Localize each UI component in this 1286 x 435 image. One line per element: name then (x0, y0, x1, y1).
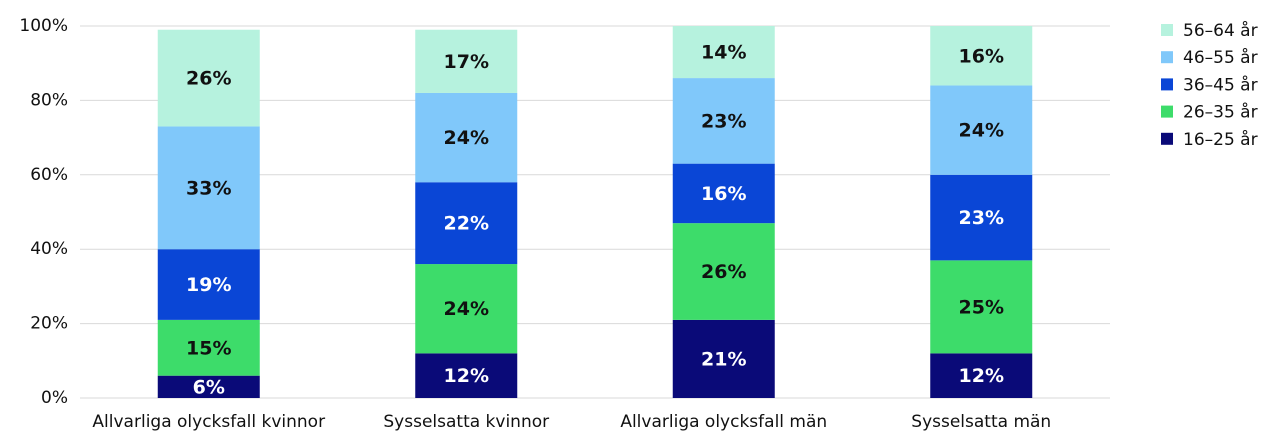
value-label: 6% (193, 376, 225, 398)
legend-swatch (1161, 51, 1173, 64)
value-label: 24% (444, 127, 489, 149)
value-label: 16% (701, 183, 746, 205)
bar-segment (157, 126, 260, 250)
legend-swatch (1161, 24, 1173, 36)
x-tick-label: Sysselsatta kvinnor (383, 412, 549, 432)
y-tick-label: 60% (30, 165, 68, 185)
value-label: 17% (444, 51, 489, 73)
value-label: 22% (444, 213, 489, 235)
bar-segment (415, 182, 518, 265)
value-label: 21% (701, 348, 746, 370)
bar-segment (415, 29, 518, 93)
bar-segment (415, 92, 518, 183)
bar-segment (672, 26, 775, 79)
value-label: 16% (959, 45, 1004, 67)
value-label: 12% (959, 365, 1004, 387)
x-tick-label: Allvarliga olycksfall kvinnor (92, 412, 325, 432)
legend-swatch (1161, 132, 1173, 145)
value-label: 15% (186, 337, 231, 359)
bar-segment (672, 319, 775, 398)
bar-segment (930, 174, 1033, 261)
bar-segment (415, 264, 518, 354)
bar-segment (157, 29, 260, 127)
y-tick-label: 0% (41, 388, 68, 408)
bar-segment (672, 78, 775, 164)
legend-label: 36–45 år (1183, 74, 1258, 95)
y-tick-label: 20% (30, 314, 68, 334)
y-tick-label: 40% (30, 239, 68, 259)
bar-segment (672, 163, 775, 224)
value-label: 14% (701, 42, 746, 64)
y-tick-label: 100% (19, 16, 68, 36)
legend-swatch (1161, 78, 1173, 91)
bar-segment (930, 26, 1033, 86)
x-tick-label: Sysselsatta män (911, 412, 1051, 432)
legend-label: 16–25 år (1183, 129, 1258, 150)
bar-segment (157, 375, 260, 398)
legend-label: 56–64 år (1183, 20, 1258, 41)
value-label: 23% (701, 110, 746, 132)
bar-segment (930, 260, 1033, 354)
value-label: 19% (186, 274, 231, 296)
bar-segment (930, 353, 1033, 398)
legend-label: 46–55 år (1183, 47, 1258, 68)
value-label: 24% (444, 298, 489, 320)
legend-swatch (1161, 105, 1173, 118)
value-label: 12% (444, 365, 489, 387)
value-label: 26% (701, 261, 746, 283)
bar-segment (157, 249, 260, 320)
legend-label: 26–35 år (1183, 102, 1258, 123)
bar-segment (930, 85, 1033, 175)
bar-segment (157, 319, 260, 376)
value-label: 33% (186, 177, 231, 199)
value-label: 25% (959, 296, 1004, 318)
bar-segment (415, 353, 518, 398)
y-tick-label: 80% (30, 90, 68, 110)
value-label: 24% (959, 120, 1004, 142)
x-tick-label: Allvarliga olycksfall män (620, 412, 827, 432)
bar-segment (672, 223, 775, 320)
value-label: 23% (959, 207, 1004, 229)
value-label: 26% (186, 68, 231, 90)
